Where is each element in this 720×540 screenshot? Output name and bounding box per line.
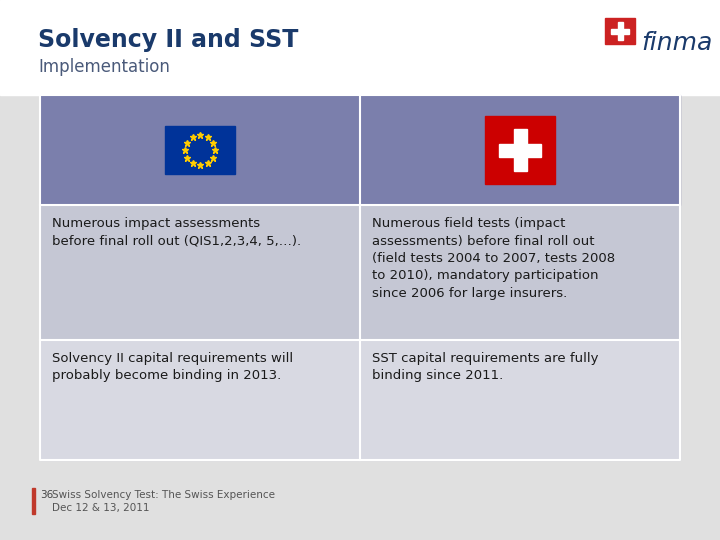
Text: Solvency II and SST: Solvency II and SST [38,28,298,52]
Bar [0,0,720,95]
Bar [32,488,35,514]
Bar [499,144,541,157]
Bar [40,95,680,205]
Bar [605,18,635,44]
Text: finma: finma [641,31,712,55]
Text: Solvency II capital requirements will
probably become binding in 2013.: Solvency II capital requirements will pr… [52,352,293,382]
Text: Numerous impact assessments
before final roll out (QIS1,2,3,4, 5,…).: Numerous impact assessments before final… [52,217,301,247]
Bar [360,340,680,460]
Bar [513,129,526,171]
Bar [618,22,623,40]
Text: Dec 12 & 13, 2011: Dec 12 & 13, 2011 [52,503,150,513]
Text: 36: 36 [40,490,53,500]
Text: Implementation: Implementation [38,58,170,76]
Bar [360,205,680,340]
Bar [40,205,360,340]
Bar [40,340,360,460]
Bar [611,29,629,33]
Text: SST capital requirements are fully
binding since 2011.: SST capital requirements are fully bindi… [372,352,598,382]
Text: Numerous field tests (impact
assessments) before final roll out
(field tests 200: Numerous field tests (impact assessments… [372,217,615,300]
Bar [485,116,555,184]
Bar [165,126,235,174]
Text: Swiss Solvency Test: The Swiss Experience: Swiss Solvency Test: The Swiss Experienc… [52,490,275,500]
